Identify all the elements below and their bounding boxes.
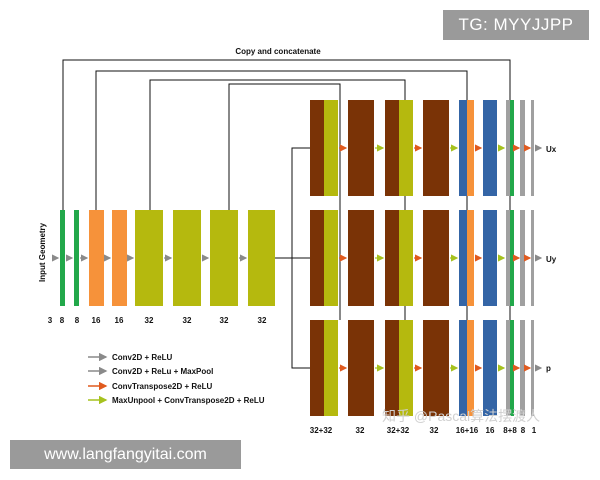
encoder-channel-labels: 3 8 8 16 16 32 32 32 32 bbox=[48, 316, 267, 325]
diagram-title: Copy and concatenate bbox=[235, 47, 321, 56]
legend: Conv2D + ReLU Conv2D + ReLu + MaxPool Co… bbox=[88, 352, 265, 405]
legend-label: Conv2D + ReLU bbox=[112, 353, 172, 362]
encoder-block-16b bbox=[112, 210, 127, 306]
decoder-block-brown bbox=[348, 100, 374, 196]
decoder-row-uy bbox=[310, 210, 543, 306]
decoder-block-olive bbox=[399, 210, 413, 306]
decoder-block-orange bbox=[467, 210, 474, 306]
decoder-block-brown bbox=[423, 100, 449, 196]
decoder-channel-label: 32+32 bbox=[387, 426, 410, 435]
encoder-channel-label: 16 bbox=[92, 316, 101, 325]
decoders bbox=[310, 100, 543, 416]
decoder-block-blue bbox=[459, 320, 467, 416]
decoder-block-brown bbox=[310, 210, 324, 306]
bottleneck-branch-p bbox=[291, 258, 310, 369]
encoder-block-32c bbox=[210, 210, 238, 306]
decoder-block-gray bbox=[520, 320, 525, 416]
output-labels: Ux Uy p bbox=[546, 145, 557, 373]
decoder-block-brown bbox=[348, 210, 374, 306]
decoder-block-gray bbox=[506, 100, 510, 196]
decoder-block-green bbox=[510, 320, 514, 416]
encoder-block-16a bbox=[89, 210, 104, 306]
decoder-block-brown bbox=[310, 100, 324, 196]
decoder-block-blue bbox=[483, 320, 497, 416]
encoder-channel-label: 8 bbox=[60, 316, 65, 325]
decoder-block-gray bbox=[506, 210, 510, 306]
decoder-row-ux bbox=[310, 100, 543, 196]
output-label-ux: Ux bbox=[546, 145, 557, 154]
decoder-block-gray bbox=[520, 100, 525, 196]
skip-line-1 bbox=[62, 59, 511, 210]
output-label-uy: Uy bbox=[546, 255, 557, 264]
watermark-bottom: www.langfangyitai.com bbox=[10, 440, 241, 469]
encoder-block-8b bbox=[74, 210, 79, 306]
decoder-block-blue bbox=[459, 100, 467, 196]
decoder-block-gray bbox=[531, 320, 534, 416]
decoder-block-blue bbox=[483, 100, 497, 196]
encoder-block-32d bbox=[248, 210, 275, 306]
decoder-block-olive bbox=[324, 320, 338, 416]
skip-line-2 bbox=[95, 70, 468, 210]
decoder-block-green bbox=[510, 210, 514, 306]
bottleneck-line bbox=[275, 147, 310, 259]
decoder-block-gray bbox=[531, 100, 534, 196]
decoder-row-p bbox=[310, 320, 543, 416]
decoder-block-green bbox=[510, 100, 514, 196]
decoder-block-gray bbox=[520, 210, 525, 306]
encoder-channel-label: 8 bbox=[75, 316, 80, 325]
decoder-block-brown bbox=[348, 320, 374, 416]
decoder-block-brown bbox=[310, 320, 324, 416]
encoder-block-32b bbox=[173, 210, 201, 306]
encoder-channel-label: 32 bbox=[220, 316, 229, 325]
encoder-channel-label: 32 bbox=[145, 316, 154, 325]
decoder-channel-label: 32+32 bbox=[310, 426, 333, 435]
decoder-channel-label: 8 bbox=[521, 426, 526, 435]
encoder-channel-label: 16 bbox=[115, 316, 124, 325]
decoder-block-gray bbox=[506, 320, 510, 416]
decoder-block-orange bbox=[467, 100, 474, 196]
decoder-block-olive bbox=[324, 210, 338, 306]
decoder-block-olive bbox=[399, 320, 413, 416]
encoder-channel-label: 32 bbox=[258, 316, 267, 325]
legend-label: MaxUnpool + ConvTranspose2D + ReLU bbox=[112, 396, 265, 405]
encoder bbox=[52, 210, 275, 306]
legend-label: Conv2D + ReLu + MaxPool bbox=[112, 367, 213, 376]
legend-label: ConvTranspose2D + ReLU bbox=[112, 382, 212, 391]
encoder-channel-label: 3 bbox=[48, 316, 53, 325]
skip-line-4 bbox=[228, 83, 341, 210]
decoder-block-blue bbox=[459, 210, 467, 306]
encoder-channel-label: 32 bbox=[183, 316, 192, 325]
decoder-channel-label: 16 bbox=[486, 426, 495, 435]
decoder-channel-label: 1 bbox=[532, 426, 537, 435]
output-label-p: p bbox=[546, 364, 551, 373]
watermark-top: TG: MYYJJPP bbox=[443, 10, 589, 40]
encoder-block-32a bbox=[135, 210, 163, 306]
decoder-block-gray bbox=[531, 210, 534, 306]
decoder-channel-label: 32 bbox=[356, 426, 365, 435]
input-geometry-label: Input Geometry bbox=[38, 222, 47, 282]
decoder-channel-label: 8+8 bbox=[503, 426, 517, 435]
decoder-channel-label: 32 bbox=[430, 426, 439, 435]
decoder-channel-labels: 32+32 32 32+32 32 16+16 16 8+8 8 1 bbox=[310, 426, 537, 435]
decoder-block-brown bbox=[385, 210, 399, 306]
decoder-channel-label: 16+16 bbox=[456, 426, 479, 435]
decoder-block-blue bbox=[483, 210, 497, 306]
watermark-zhihu: 知乎 @Pascal算法摆渡人 bbox=[382, 408, 541, 424]
decoder-block-olive bbox=[399, 100, 413, 196]
skip-line-3 bbox=[149, 79, 406, 210]
decoder-block-brown bbox=[423, 320, 449, 416]
encoder-block-8a bbox=[60, 210, 65, 306]
decoder-block-brown bbox=[385, 320, 399, 416]
decoder-block-brown bbox=[385, 100, 399, 196]
decoder-block-olive bbox=[324, 100, 338, 196]
decoder-block-brown bbox=[423, 210, 449, 306]
decoder-block-orange bbox=[467, 320, 474, 416]
